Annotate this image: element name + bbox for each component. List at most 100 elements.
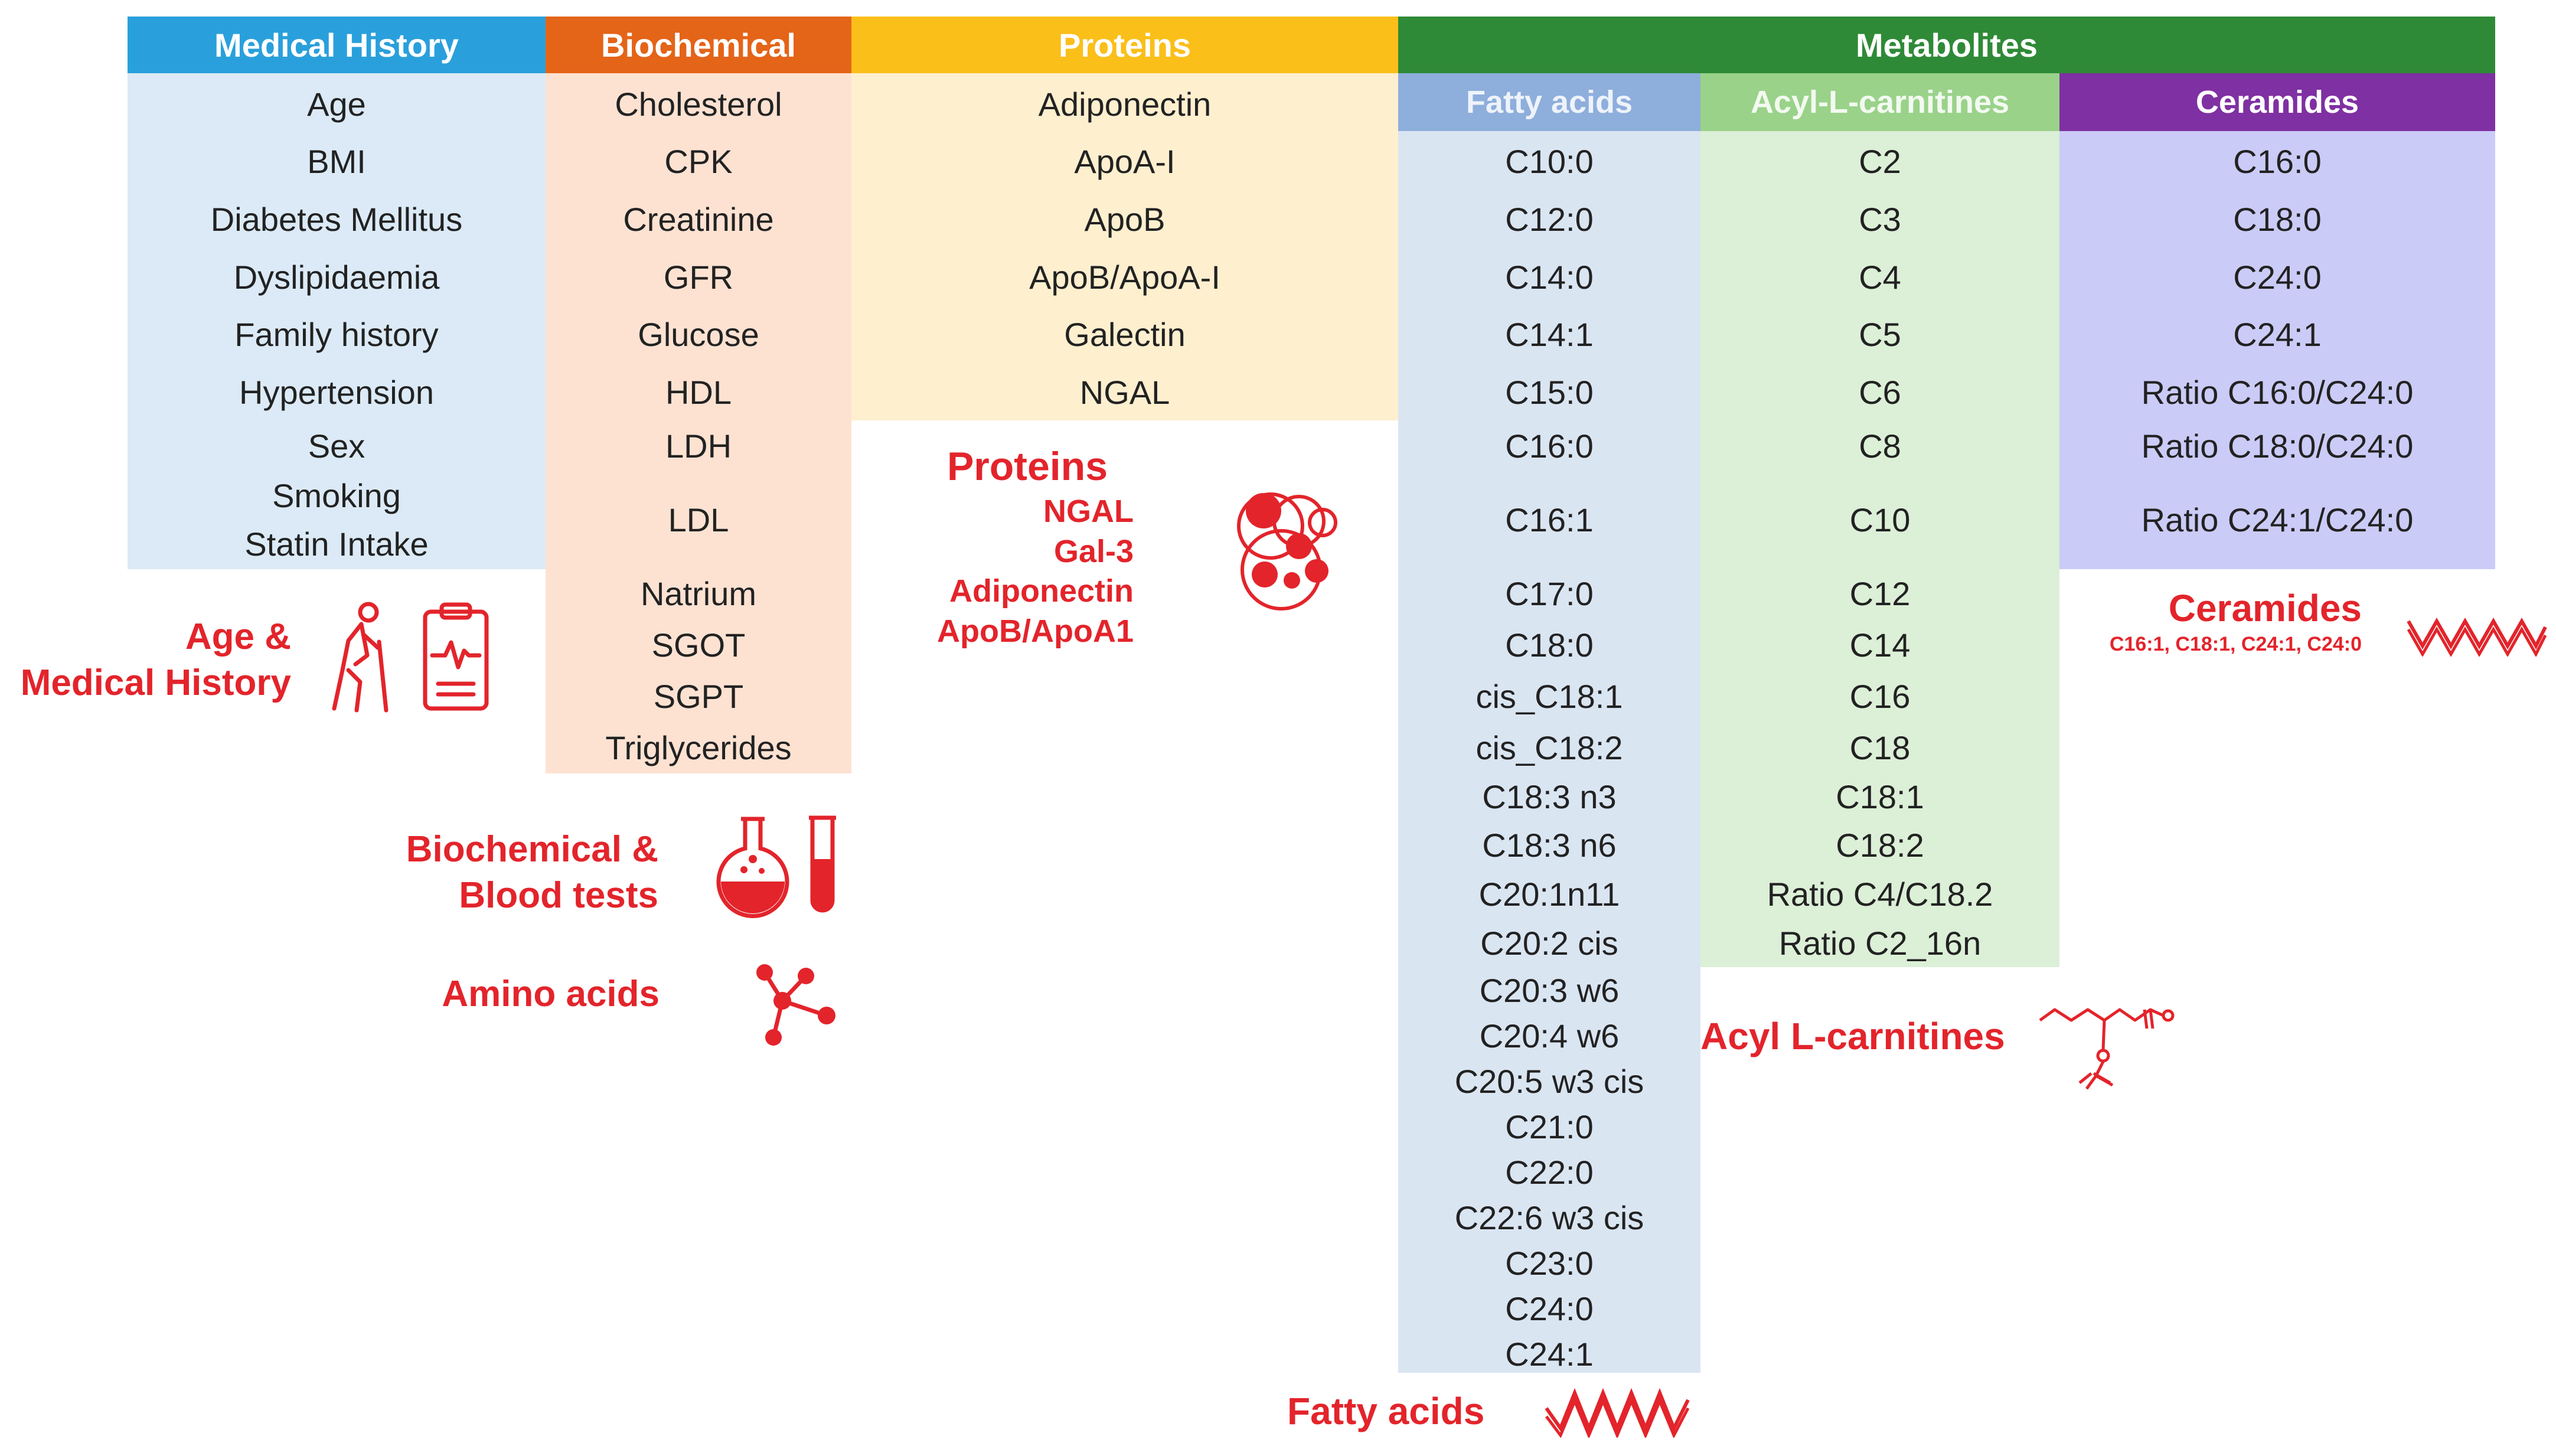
ceramide-item: C16:0 [2233, 143, 2322, 180]
fatty-acid-item: C22:6 w3 cis [1454, 1199, 1644, 1236]
label-proteins: Proteins NGAL Gal-3 Adiponectin ApoB/Apo… [886, 442, 1134, 651]
label-proteins-title: Proteins [946, 444, 1108, 489]
subheader-fatty-acids: Fatty acids [1398, 73, 1700, 131]
fatty-acid-item: C16:1 [1505, 501, 1594, 538]
ceramide-item: Ratio C18:0/C24:0 [2141, 427, 2414, 465]
acyl-carnitine-item: C10 [1849, 501, 1911, 538]
medical-item: Age [307, 86, 366, 123]
acyl-carnitine-item: C18:1 [1836, 778, 1924, 815]
acyl-carnitine-item: C3 [1859, 201, 1901, 238]
header-metabolites: Metabolites [1398, 17, 2495, 73]
acyl-carnitine-item: C4 [1859, 259, 1901, 296]
biochemical-item: Glucose [638, 316, 759, 353]
acyl-carnitines-column: C2 C3 C4 C5 C6 C8 C10 C12 C14 C16 C18 C1… [1700, 131, 2059, 967]
header-medical-history: Medical History [128, 17, 546, 73]
protein-cluster-icon [1237, 492, 1337, 611]
fatty-acid-item: C18:0 [1505, 626, 1594, 664]
fatty-acid-item: C12:0 [1505, 201, 1594, 238]
carnitine-structure-icon [2039, 1008, 2175, 1090]
elderly-person-icon [332, 602, 389, 713]
biochemical-item: GFR [663, 259, 734, 296]
label-age-medical-line2: Medical History [20, 662, 291, 703]
acyl-carnitine-item: C18:2 [1836, 827, 1924, 864]
label-protein-item: ApoB/ApoA1 [937, 613, 1134, 649]
ceramide-item: C18:0 [2233, 201, 2322, 238]
medical-item: Hypertension [239, 374, 434, 411]
clipboard-ecg-icon [423, 602, 489, 711]
label-biochemical-blood-tests: Biochemical & Blood tests [331, 827, 658, 918]
biochemical-item: SGOT [651, 626, 746, 664]
subheader-ceramides: Ceramides [2059, 73, 2495, 131]
label-ceramides: Ceramides C16:1, C18:1, C24:1, C24:0 [2067, 585, 2362, 657]
test-tube-icon [809, 815, 836, 913]
ceramide-item: C24:0 [2233, 259, 2322, 296]
label-protein-item: Gal-3 [1053, 533, 1134, 569]
fatty-acid-item: C17:0 [1505, 575, 1594, 612]
medical-item: Sex [308, 427, 365, 465]
fatty-acid-item: C21:0 [1505, 1108, 1594, 1145]
flask-icon [716, 817, 789, 918]
fatty-acid-item: C20:2 cis [1480, 925, 1618, 962]
fatty-acid-item: C20:5 w3 cis [1454, 1063, 1644, 1100]
biochemical-item: SGPT [653, 678, 744, 715]
ceramide-item: C24:1 [2233, 316, 2322, 353]
acyl-carnitine-item: C5 [1859, 316, 1901, 353]
label-acyl-carnitines: Acyl L-carnitines [1700, 1015, 2005, 1057]
fatty-acid-item: C16:0 [1505, 427, 1594, 465]
label-ceramides-sub: C16:1, C18:1, C24:1, C24:0 [2109, 633, 2362, 655]
medical-history-column: Age BMI Diabetes Mellitus Dyslipidaemia … [128, 73, 546, 569]
label-biochemical-line2: Blood tests [459, 874, 658, 916]
label-protein-item: Adiponectin [949, 573, 1134, 609]
acyl-carnitine-item: C2 [1859, 143, 1901, 180]
medical-item: BMI [307, 143, 366, 180]
biochemical-item: Cholesterol [615, 86, 782, 123]
label-biochemical-line1: Biochemical & [406, 829, 658, 870]
fatty-acids-column: C10:0 C12:0 C14:0 C14:1 C15:0 C16:0 C16:… [1398, 131, 1700, 1373]
fatty-acid-item: C18:3 n3 [1482, 778, 1617, 815]
acyl-carnitine-item: C16 [1849, 678, 1911, 715]
label-age-medical-line1: Age & [185, 616, 291, 657]
protein-item: NGAL [1079, 374, 1170, 411]
fatty-acid-item: C24:1 [1505, 1336, 1594, 1373]
fatty-acid-item: cis_C18:1 [1476, 678, 1623, 715]
label-fatty-acids: Fatty acids [1287, 1390, 1485, 1432]
acyl-carnitine-item: C6 [1859, 374, 1901, 411]
biochemical-item: LDH [665, 427, 732, 465]
protein-item: ApoB [1084, 201, 1166, 238]
fatty-acid-item: C24:0 [1505, 1290, 1594, 1327]
protein-item: ApoA-I [1074, 143, 1176, 180]
label-amino-acids: Amino acids [442, 974, 660, 1014]
subheader-acyl-carnitines: Acyl-L-carnitines [1700, 73, 2059, 131]
fatty-acid-item: C20:3 w6 [1479, 972, 1620, 1009]
biochemical-item: Triglycerides [605, 729, 792, 766]
biochemical-item: LDL [668, 501, 729, 538]
biochemical-item: HDL [665, 374, 732, 411]
fatty-acid-item: C20:4 w6 [1479, 1017, 1620, 1055]
medical-item: Smoking [272, 477, 401, 514]
fatty-acid-item: C20:1n11 [1478, 876, 1620, 913]
ceramide-item: Ratio C24:1/C24:0 [2141, 501, 2414, 538]
acyl-carnitine-item: C8 [1859, 427, 1901, 465]
fatty-acid-item: cis_C18:2 [1476, 729, 1623, 766]
fatty-acid-item: C15:0 [1505, 374, 1594, 411]
protein-item: ApoB/ApoA-I [1029, 259, 1220, 296]
biochemical-column: Cholesterol CPK Creatinine GFR Glucose H… [546, 73, 851, 773]
proteins-column: Adiponectin ApoA-I ApoB ApoB/ApoA-I Gale… [851, 73, 1398, 420]
fatty-acid-item: C23:0 [1505, 1245, 1594, 1282]
zigzag-chain-icon [1545, 1388, 1690, 1438]
header-proteins: Proteins [851, 17, 1398, 73]
medical-item: Diabetes Mellitus [210, 201, 463, 238]
ceramides-column: C16:0 C18:0 C24:0 C24:1 Ratio C16:0/C24:… [2059, 131, 2495, 569]
header-biochemical: Biochemical [546, 17, 851, 73]
fatty-acid-item: C22:0 [1505, 1154, 1594, 1191]
label-age-medical-history: Age & Medical History [11, 614, 291, 706]
fatty-acid-item: C10:0 [1505, 143, 1594, 180]
zigzag-chain-icon [2407, 617, 2547, 657]
biochemical-item: Natrium [640, 575, 757, 612]
acyl-carnitine-item: C14 [1849, 626, 1911, 664]
fatty-acid-item: C18:3 n6 [1482, 827, 1617, 864]
ceramide-item: Ratio C16:0/C24:0 [2141, 374, 2414, 411]
protein-item: Galectin [1064, 316, 1186, 353]
acyl-carnitine-item: Ratio C4/C18.2 [1767, 876, 1993, 913]
medical-item: Family history [234, 316, 439, 353]
